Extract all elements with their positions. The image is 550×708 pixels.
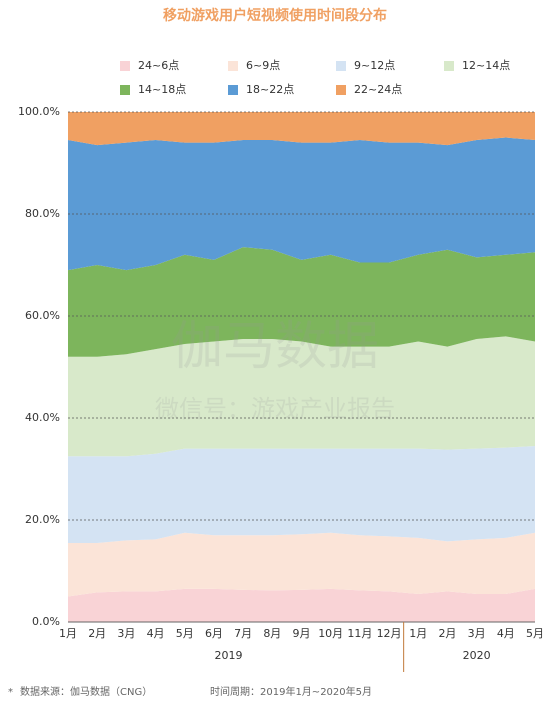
chart-title: 移动游戏用户短视频使用时间段分布 — [163, 7, 387, 24]
x-tick-label: 1月 — [59, 627, 77, 640]
y-tick-label: 60.0% — [25, 309, 60, 322]
legend-label: 24~6点 — [138, 59, 179, 72]
plot-area — [68, 112, 535, 622]
legend-swatch — [120, 85, 130, 95]
x-tick-label: 10月 — [318, 627, 343, 640]
footnote-period: 时间周期：2019年1月~2020年5月 — [210, 685, 372, 698]
x-tick-label: 5月 — [526, 627, 544, 640]
x-tick-label: 2月 — [438, 627, 456, 640]
area — [68, 112, 535, 146]
legend-label: 18~22点 — [246, 83, 294, 96]
legend-swatch — [228, 85, 238, 95]
x-group-label: 2019 — [215, 649, 243, 662]
x-tick-label: 6月 — [205, 627, 223, 640]
legend-label: 6~9点 — [246, 59, 280, 72]
legend-swatch — [228, 61, 238, 71]
x-tick-label: 9月 — [293, 627, 311, 640]
area — [68, 247, 535, 357]
area — [68, 336, 535, 457]
x-tick-label: 2月 — [88, 627, 106, 640]
x-tick-label: 8月 — [263, 627, 281, 640]
y-tick-label: 40.0% — [25, 411, 60, 424]
area — [68, 532, 535, 597]
legend-swatch — [444, 61, 454, 71]
legend-label: 9~12点 — [354, 59, 395, 72]
x-tick-label: 12月 — [377, 627, 402, 640]
x-tick-label: 7月 — [234, 627, 252, 640]
area — [68, 446, 535, 543]
legend-swatch — [336, 61, 346, 71]
legend-label: 12~14点 — [462, 59, 510, 72]
x-group-label: 2020 — [463, 649, 491, 662]
x-tick-label: 5月 — [176, 627, 194, 640]
x-tick-label: 1月 — [409, 627, 427, 640]
footnote-marker: * — [8, 687, 13, 698]
x-tick-label: 4月 — [147, 627, 165, 640]
watermark: 微信号：游戏产业报告 — [155, 395, 395, 423]
area — [68, 588, 535, 622]
x-tick-label: 3月 — [117, 627, 135, 640]
watermark: 伽马数据 — [171, 317, 379, 377]
footnote-source: 数据来源：伽马数据（CNG） — [20, 685, 152, 698]
area — [68, 137, 535, 271]
x-tick-label: 11月 — [347, 627, 372, 640]
y-tick-label: 100.0% — [18, 105, 60, 118]
y-tick-label: 20.0% — [25, 513, 60, 526]
legend-label: 14~18点 — [138, 83, 186, 96]
y-tick-label: 80.0% — [25, 207, 60, 220]
legend-swatch — [120, 61, 130, 71]
x-tick-label: 4月 — [497, 627, 515, 640]
legend-swatch — [336, 85, 346, 95]
legend-label: 22~24点 — [354, 83, 402, 96]
x-tick-label: 3月 — [468, 627, 486, 640]
y-tick-label: 0.0% — [32, 615, 60, 628]
